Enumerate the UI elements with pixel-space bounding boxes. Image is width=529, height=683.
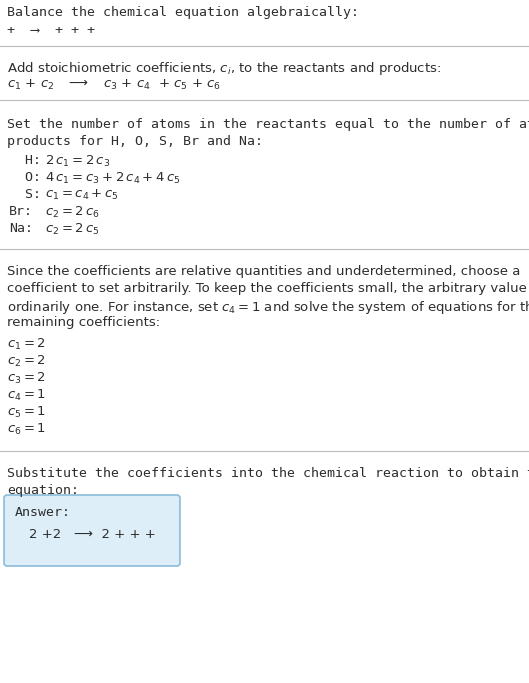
FancyBboxPatch shape	[4, 495, 180, 566]
Text: remaining coefficients:: remaining coefficients:	[7, 316, 160, 329]
Text: ordinarily one. For instance, set $c_4 = 1$ and solve the system of equations fo: ordinarily one. For instance, set $c_4 =…	[7, 299, 529, 316]
Text: products for H, O, S, Br and Na:: products for H, O, S, Br and Na:	[7, 135, 263, 148]
Text: Set the number of atoms in the reactants equal to the number of atoms in the: Set the number of atoms in the reactants…	[7, 118, 529, 131]
Text: $c_1 = 2$: $c_1 = 2$	[7, 337, 46, 352]
Text: $c_2 = 2\,c_5$: $c_2 = 2\,c_5$	[45, 222, 99, 237]
Text: $c_6 = 1$: $c_6 = 1$	[7, 422, 46, 437]
Text: Since the coefficients are relative quantities and underdetermined, choose a: Since the coefficients are relative quan…	[7, 265, 521, 278]
Text: Add stoichiometric coefficients, $c_i$, to the reactants and products:: Add stoichiometric coefficients, $c_i$, …	[7, 60, 441, 77]
Text: $4\,c_1 = c_3 + 2\,c_4 + 4\,c_5$: $4\,c_1 = c_3 + 2\,c_4 + 4\,c_5$	[45, 171, 180, 186]
Text: coefficient to set arbitrarily. To keep the coefficients small, the arbitrary va: coefficient to set arbitrarily. To keep …	[7, 282, 529, 295]
Text: H:: H:	[9, 154, 41, 167]
Text: $c_2 = 2$: $c_2 = 2$	[7, 354, 46, 369]
Text: Substitute the coefficients into the chemical reaction to obtain the balanced: Substitute the coefficients into the che…	[7, 467, 529, 480]
Text: $c_1 = c_4 + c_5$: $c_1 = c_4 + c_5$	[45, 188, 119, 202]
Text: $c_5 = 1$: $c_5 = 1$	[7, 405, 46, 420]
Text: +  ⟶  + + +: + ⟶ + + +	[7, 24, 95, 37]
Text: Br:: Br:	[9, 205, 33, 218]
Text: equation:: equation:	[7, 484, 79, 497]
Text: Answer:: Answer:	[15, 506, 71, 519]
Text: Balance the chemical equation algebraically:: Balance the chemical equation algebraica…	[7, 6, 359, 19]
Text: O:: O:	[9, 171, 41, 184]
Text: Na:: Na:	[9, 222, 33, 235]
Text: 2 +2   ⟶  2 + + +: 2 +2 ⟶ 2 + + +	[29, 528, 156, 541]
Text: $2\,c_1 = 2\,c_3$: $2\,c_1 = 2\,c_3$	[45, 154, 111, 169]
Text: $c_2 = 2\,c_6$: $c_2 = 2\,c_6$	[45, 205, 100, 220]
Text: $c_4 = 1$: $c_4 = 1$	[7, 388, 46, 403]
Text: $c_1$ + $c_2$   $\longrightarrow$   $c_3$ + $c_4$  + $c_5$ + $c_6$: $c_1$ + $c_2$ $\longrightarrow$ $c_3$ + …	[7, 78, 221, 92]
Text: S:: S:	[9, 188, 41, 201]
Text: $c_3 = 2$: $c_3 = 2$	[7, 371, 46, 386]
